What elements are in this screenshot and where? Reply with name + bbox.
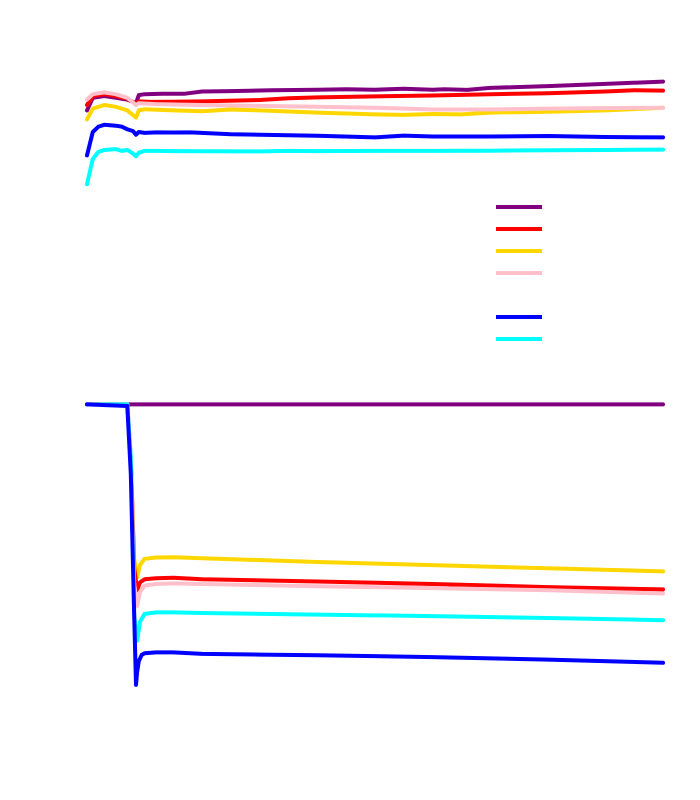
top-series-line-3: [85, 103, 665, 122]
bottom-series-line-5: [85, 402, 665, 643]
bottom-series-line-6: [85, 402, 665, 687]
top-series-line-6: [85, 147, 665, 187]
bottom-chart-series-group: [85, 402, 665, 687]
bottom-chart: [85, 402, 665, 687]
bottom-series-line-2: [85, 402, 665, 580]
top-chart-legend: [496, 205, 542, 341]
top-series-line-5: [85, 122, 665, 158]
top-chart-series-group: [85, 79, 665, 187]
top-chart: [85, 79, 665, 341]
top-series-line-4: [85, 90, 665, 112]
